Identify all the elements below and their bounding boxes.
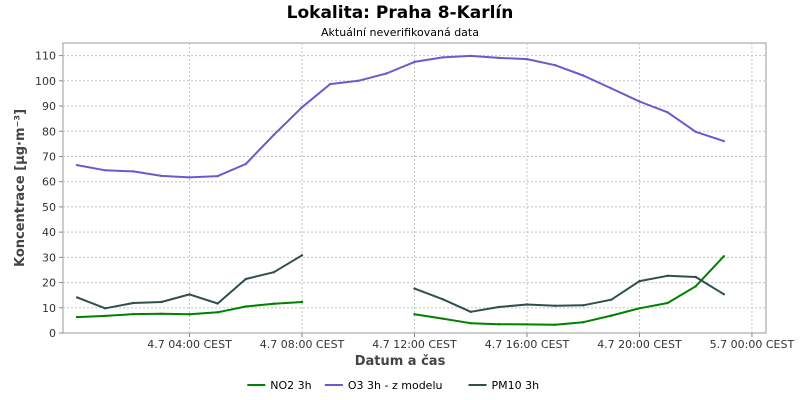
chart-title: Lokalita: Praha 8-Karlín [287,3,514,23]
series-o3-3h-z-modelu [75,54,725,179]
legend-label: O3 3h - z modelu [348,379,443,392]
x-tick-label: 4.7 16:00 CEST [485,338,570,351]
y-tick-label: 80 [42,125,56,138]
series-lines [75,54,725,326]
x-tick-label: 4.7 08:00 CEST [260,338,345,351]
x-axis-label: Datum a čas [355,354,446,369]
y-tick-label: 90 [42,100,56,113]
x-axis-ticks: 4.7 04:00 CEST 4.7 08:00 CEST 4.7 12:00 CE… [147,333,794,351]
y-tick-label: 100 [35,75,56,88]
y-tick-label: 110 [35,50,56,63]
series-line-segment [414,274,725,313]
series-line-segment [77,301,303,319]
x-tick-label: 5.7 00:00 CEST [710,338,795,351]
y-tick-label: 10 [42,302,56,315]
legend: NO2 3h O3 3h - z modelu PM10 3h [247,379,539,392]
y-axis-label: Koncentrace [µg·m⁻³] [13,109,28,267]
y-tick-label: 0 [49,327,56,340]
x-tick-label: 4.7 20:00 CEST [597,338,682,351]
y-axis-ticks: 0 10 20 30 40 50 60 70 80 90 100 110 [35,50,63,340]
y-tick-label: 50 [42,201,56,214]
legend-label: PM10 3h [492,379,540,392]
chart-subtitle: Aktuální neverifikovaná data [321,26,479,39]
legend-item: O3 3h - z modelu [324,379,443,392]
series-line-segment [76,54,725,179]
x-tick-label: 4.7 12:00 CEST [372,338,457,351]
series-line-segment [76,254,303,310]
series-no2-3h [75,255,725,326]
legend-label: NO2 3h [270,379,311,392]
x-tick-label: 4.7 04:00 CEST [147,338,232,351]
legend-item: NO2 3h [247,379,312,392]
series-pm10-3h [75,254,725,313]
y-tick-label: 70 [42,150,56,163]
legend-item: PM10 3h [468,379,540,392]
y-tick-label: 40 [42,226,56,239]
y-tick-label: 20 [42,277,56,290]
series-line-segment [414,255,725,326]
y-tick-label: 60 [42,176,56,189]
y-tick-label: 30 [42,251,56,264]
